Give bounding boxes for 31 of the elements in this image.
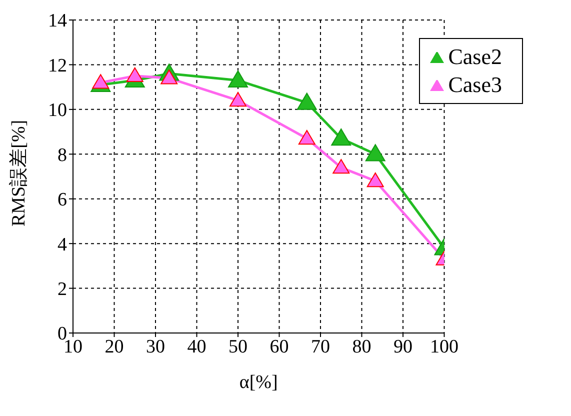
x-tick-label: 90: [393, 336, 412, 358]
y-tick-label: 2: [58, 279, 67, 300]
point: [365, 144, 386, 162]
x-tick-label: 100: [430, 336, 458, 358]
point: [92, 74, 110, 89]
x-axis-title: α[%]: [239, 372, 278, 393]
point: [332, 159, 350, 174]
y-tick-label: 4: [58, 234, 68, 256]
x-tick-label: 80: [352, 336, 372, 358]
x-tick-label: 60: [270, 336, 289, 358]
point: [126, 67, 144, 82]
point: [228, 70, 248, 88]
y-tick-label: 14: [48, 10, 68, 32]
x-tick-label: 40: [187, 336, 206, 358]
point: [331, 128, 352, 146]
point: [298, 130, 316, 145]
y-tick-label: 10: [48, 100, 67, 122]
x-tick-label: 30: [146, 336, 165, 358]
y-tick-label: 0: [58, 324, 67, 345]
legend-label: Case3: [448, 72, 502, 97]
y-axis-title: RMS誤差[%]: [8, 120, 30, 226]
x-tick-label: 20: [104, 336, 124, 358]
x-tick-label: 50: [228, 336, 248, 358]
point: [366, 172, 384, 188]
point: [229, 92, 246, 107]
legend-label: Case2: [448, 44, 502, 69]
y-tick-label: 12: [48, 55, 67, 76]
x-tick-label: 70: [310, 336, 330, 358]
y-tick-label: 8: [58, 144, 67, 166]
point: [296, 92, 317, 110]
y-tick-label: 6: [58, 190, 67, 211]
